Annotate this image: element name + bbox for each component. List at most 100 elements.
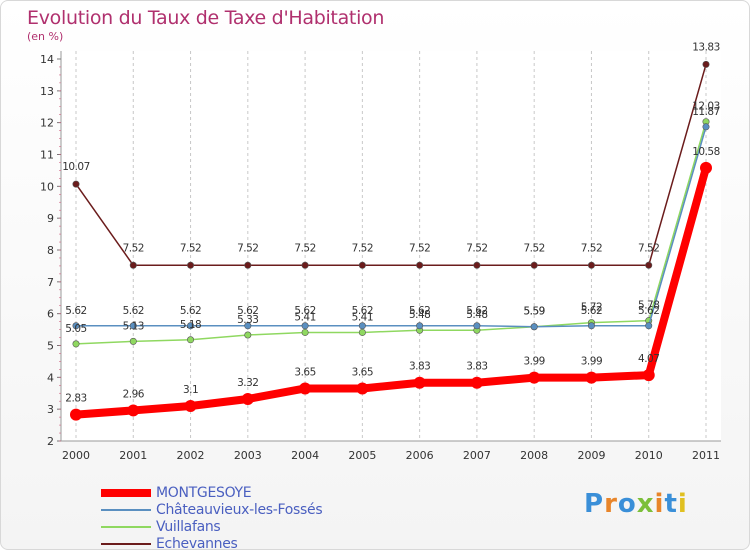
y-tick-label: 8 [47, 244, 54, 257]
legend-label: Vuillafans [156, 519, 221, 535]
data-label: 5.41 [294, 311, 315, 323]
data-point [299, 382, 312, 395]
data-point [244, 331, 252, 339]
y-tick-label: 3 [47, 403, 54, 416]
x-tick-label: 2005 [348, 449, 376, 462]
y-tick-label: 2 [47, 435, 54, 448]
data-point [585, 371, 598, 384]
x-tick-label: 2006 [406, 449, 434, 462]
data-label: 3.99 [523, 356, 544, 368]
data-label: 12.03 [692, 101, 720, 113]
data-label: 7.52 [523, 242, 544, 254]
data-label: 2.96 [123, 388, 145, 400]
x-tick-label: 2009 [577, 449, 605, 462]
data-label: 3.99 [581, 356, 602, 368]
x-tick-label: 2010 [635, 449, 663, 462]
data-label: 3.83 [466, 361, 487, 373]
series-line-3 [75, 64, 707, 267]
data-label: 5.62 [352, 305, 373, 317]
data-label: 7.52 [352, 242, 373, 254]
data-label: 5.62 [581, 305, 602, 317]
data-point [241, 392, 254, 405]
legend-swatch [101, 543, 151, 545]
y-tick-label: 9 [47, 212, 54, 225]
data-point [358, 261, 366, 269]
data-label: 5.33 [237, 314, 258, 326]
chart-title: Evolution du Taux de Taxe d'Habitation [27, 7, 385, 29]
data-point [473, 261, 481, 269]
data-label: 10.58 [692, 146, 720, 158]
data-point [301, 328, 309, 336]
x-tick-label: 2004 [291, 449, 319, 462]
x-tick-label: 2001 [119, 449, 147, 462]
data-point [72, 180, 80, 188]
y-tick-label: 12 [40, 117, 54, 130]
legend-label: MONTGESOYE [156, 485, 252, 501]
series-line-1 [76, 126, 707, 328]
data-point [187, 261, 195, 269]
y-tick-label: 5 [47, 340, 54, 353]
data-label: 2.83 [65, 393, 86, 405]
data-label: 5.62 [294, 305, 315, 317]
data-point [645, 322, 653, 330]
data-label: 4.07 [638, 353, 659, 365]
data-point [473, 322, 481, 330]
x-tick-label: 2008 [520, 449, 548, 462]
data-point [127, 404, 140, 417]
data-label: 5.62 [409, 305, 430, 317]
data-label: 11.87 [692, 106, 720, 118]
x-tick-label: 2002 [177, 449, 205, 462]
x-tick-label: 2011 [692, 449, 720, 462]
data-label: 5.48 [466, 309, 487, 321]
y-tick-label: 7 [47, 276, 54, 289]
legend-swatch [101, 489, 151, 497]
y-tick-label: 14 [40, 53, 54, 66]
data-label: 5.72 [581, 302, 602, 314]
data-label: 5.62 [638, 305, 659, 317]
data-label: 5.62 [123, 305, 144, 317]
x-tick-label: 2000 [62, 449, 90, 462]
proxiti-logo: Proxiti [584, 489, 688, 519]
data-label: 3.83 [409, 361, 430, 373]
data-point [358, 322, 366, 330]
data-point [416, 322, 424, 330]
series-line-2 [75, 121, 707, 345]
data-point [530, 323, 538, 331]
legend-swatch [101, 526, 151, 528]
data-label: 7.52 [581, 242, 602, 254]
data-label: 5.18 [180, 319, 201, 331]
data-point [358, 328, 366, 336]
data-label: 7.52 [180, 242, 201, 254]
data-point [129, 261, 137, 269]
y-tick-label: 4 [47, 371, 54, 384]
data-label: 7.52 [237, 242, 258, 254]
data-label: 5.13 [123, 320, 144, 332]
data-label: 5.59 [523, 306, 544, 318]
data-label: 3.65 [352, 366, 373, 378]
series-line-0 [75, 166, 710, 419]
data-point [184, 399, 197, 412]
data-label: 5.59 [523, 306, 544, 318]
legend-label: Echevannes [156, 536, 238, 550]
data-label: 7.52 [638, 242, 659, 254]
data-label: 3.65 [294, 366, 315, 378]
y-tick-label: 10 [40, 180, 54, 193]
data-point [528, 371, 541, 384]
data-point [587, 261, 595, 269]
y-tick-label: 6 [47, 308, 54, 321]
data-label: 3.32 [237, 377, 258, 389]
x-tick-label: 2003 [234, 449, 262, 462]
data-label: 7.52 [466, 242, 487, 254]
data-point [416, 261, 424, 269]
data-point [642, 369, 655, 382]
data-point [129, 337, 137, 345]
data-point [244, 261, 252, 269]
x-tick-label: 2007 [463, 449, 491, 462]
data-point [301, 322, 309, 330]
data-point [645, 261, 653, 269]
y-tick-label: 13 [40, 85, 54, 98]
data-label: 5.41 [352, 311, 373, 323]
data-label: 7.52 [123, 242, 144, 254]
data-label: 7.52 [409, 242, 430, 254]
data-label: 5.48 [409, 309, 430, 321]
